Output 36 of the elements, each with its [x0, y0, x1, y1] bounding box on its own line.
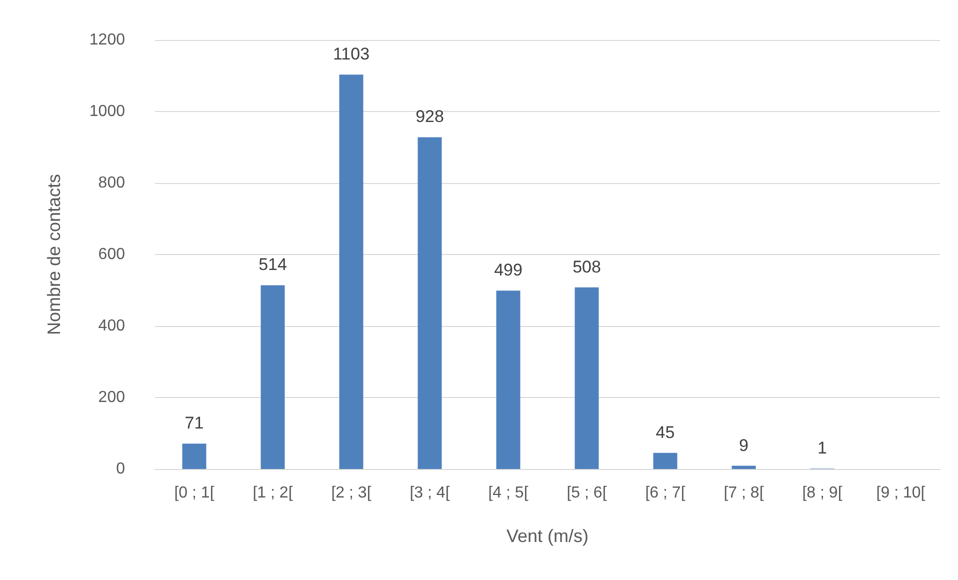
y-tick-label: 1200: [89, 32, 126, 48]
x-tick-label: [9 ; 10[: [876, 484, 926, 502]
x-tick-label: [1 ; 2[: [252, 484, 294, 502]
bar: [732, 466, 756, 469]
data-label: 9: [739, 436, 748, 455]
bar: [182, 444, 206, 469]
x-tick-label: [3 ; 4[: [410, 484, 450, 502]
data-label: 1103: [332, 44, 370, 64]
y-tick-label: 400: [98, 318, 126, 334]
x-tick-label: [6 ; 7[: [645, 484, 686, 502]
data-label: 499: [494, 260, 522, 280]
bar: [574, 287, 599, 469]
y-axis-title: Nombre de contacts: [44, 174, 64, 336]
x-tick-label: [2 ; 3[: [331, 484, 372, 502]
x-tick-label: [5 ; 6[: [566, 484, 608, 502]
y-tick-label: 200: [98, 389, 126, 406]
bar: [653, 452, 678, 469]
x-tick-label: [8 ; 9[: [802, 484, 843, 502]
bar: [496, 290, 520, 469]
y-tick-label: 800: [98, 174, 126, 192]
bar: [339, 74, 364, 469]
bar: [260, 285, 285, 469]
y-tick-label: 1000: [89, 103, 126, 120]
y-tick-label: 0: [116, 460, 126, 478]
x-axis-title: Vent (m/s): [506, 526, 589, 546]
x-tick-label: [7 ; 8[: [724, 484, 764, 502]
bar: [418, 137, 442, 469]
data-label: 1: [818, 438, 827, 458]
x-tick-label: [4 ; 5[: [488, 484, 529, 502]
data-label: 45: [656, 422, 675, 442]
x-tick-label: [0 ; 1[: [174, 484, 215, 502]
data-label: 514: [258, 255, 287, 274]
data-label: 928: [416, 107, 444, 126]
data-label: 508: [572, 257, 601, 276]
data-label: 71: [184, 414, 204, 433]
y-tick-label: 600: [98, 246, 126, 263]
